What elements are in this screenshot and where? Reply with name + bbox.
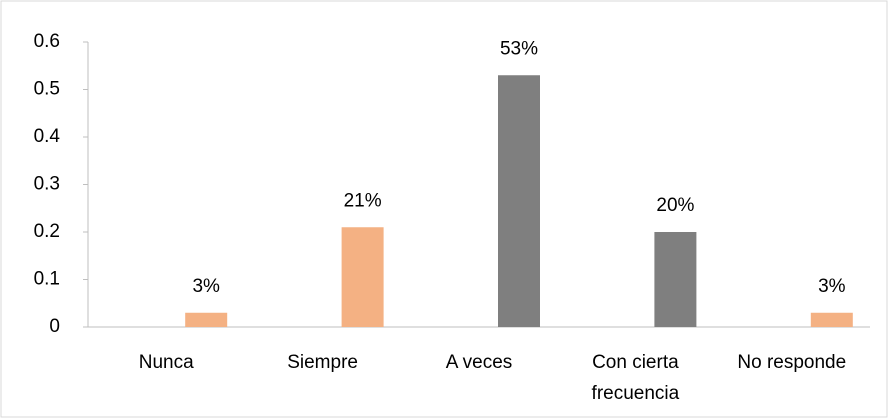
x-tick-label: A veces xyxy=(445,352,513,373)
x-tick-label: No responde xyxy=(737,352,847,373)
data-label: 21% xyxy=(344,190,382,211)
y-tick-label: 0.3 xyxy=(34,174,60,195)
y-tick-label: 0.2 xyxy=(34,221,60,242)
data-label: 20% xyxy=(656,195,694,216)
x-tick-label: Siempre xyxy=(287,352,358,373)
bar xyxy=(498,75,540,327)
data-label: 3% xyxy=(192,276,220,297)
bar xyxy=(810,312,853,327)
y-tick-label: 0.4 xyxy=(34,126,61,147)
y-tick-label: 0.5 xyxy=(34,79,60,100)
x-tick-label: Con cierta frecuencia xyxy=(591,352,680,404)
bar xyxy=(185,312,228,327)
bar xyxy=(654,232,697,327)
y-tick-label: 0 xyxy=(49,316,60,337)
data-label: 53% xyxy=(500,38,538,59)
x-tick-label: Nunca xyxy=(138,352,194,373)
y-tick-label: 0.1 xyxy=(34,269,60,290)
bar xyxy=(341,227,384,327)
y-tick-label: 0.6 xyxy=(34,31,60,52)
data-label: 3% xyxy=(818,276,846,297)
